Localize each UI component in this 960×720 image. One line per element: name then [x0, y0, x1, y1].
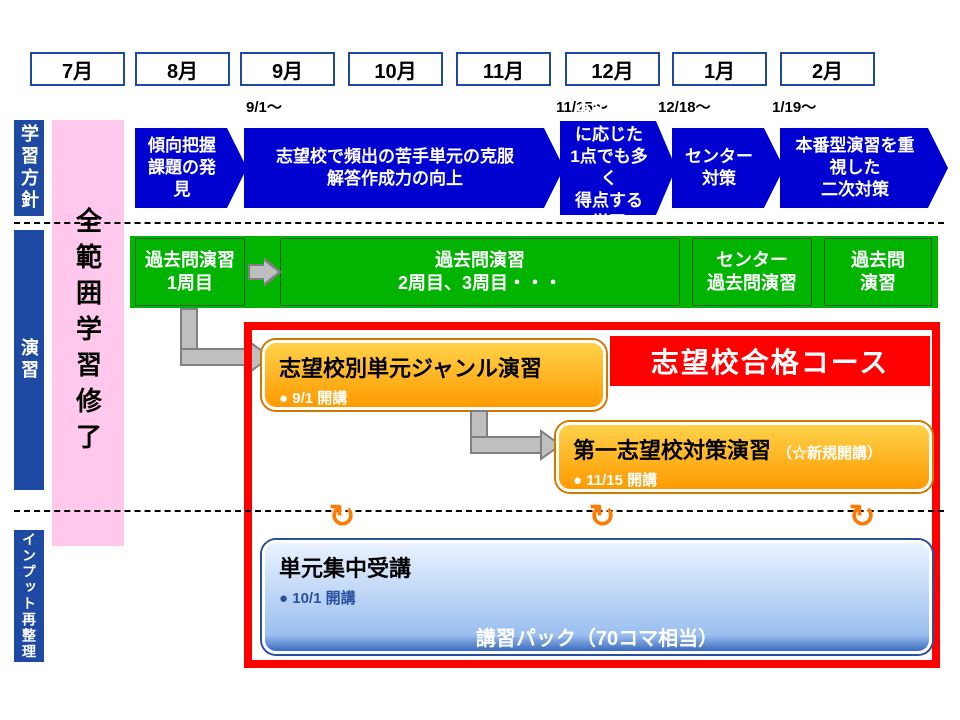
divider-1 — [14, 222, 944, 224]
month-label: 11月 — [456, 52, 551, 86]
sync-arrow-1: ↻ — [320, 496, 364, 536]
sync-arrow-2: ↻ — [580, 496, 624, 536]
blue-bar: 講習パック（70コマ相当） — [279, 622, 915, 651]
red-course-title: 志望校合格コース — [610, 336, 930, 386]
month-label: 12月 — [565, 52, 660, 86]
green-practice-box: センター過去問演習 — [692, 238, 812, 306]
policy-arrow: 本番型演習を重視した二次対策 — [780, 128, 928, 208]
month-label: 1月 — [672, 52, 767, 86]
orange2-title: 第一志望校対策演習 — [573, 433, 771, 465]
green-practice-box: 過去問演習 — [824, 238, 932, 306]
month-label: 2月 — [780, 52, 875, 86]
policy-arrow-head — [928, 128, 948, 208]
policy-arrow: 分析結果に応じた1点でも多く得点する学習 — [560, 121, 656, 215]
green-practice-box: 過去問演習1周目 — [135, 238, 245, 306]
blue-sub: 10/1 開講 — [279, 587, 915, 608]
side-label-practice: 演習 — [14, 230, 44, 490]
orange-box-1: 志望校別単元ジャンル演習 9/1 開講 — [262, 340, 606, 410]
sync-arrow-3: ↻ — [840, 496, 884, 536]
orange2-note: （☆新規開講） — [777, 442, 882, 463]
policy-arrow: 傾向把握課題の発見 — [135, 128, 227, 208]
divider-2 — [14, 510, 944, 512]
policy-arrow: 志望校で頻出の苦手単元の克服解答作成力の向上 — [244, 128, 544, 208]
month-label: 7月 — [30, 52, 125, 86]
orange-box-2: 第一志望校対策演習 （☆新規開講） 11/15 開講 — [556, 422, 932, 492]
pink-complete-column: 全範囲学習修了 — [52, 120, 124, 546]
date-label: 1/19～ — [772, 96, 816, 117]
blue-title: 単元集中受講 — [279, 551, 915, 583]
green-practice-box: 過去問演習2周目、3周目・・・ — [280, 238, 680, 306]
orange1-sub: 9/1 開講 — [279, 387, 589, 408]
month-label: 8月 — [135, 52, 230, 86]
policy-arrow: センター対策 — [672, 128, 764, 208]
side-label-input: インプット再整理 — [14, 530, 44, 662]
schedule-diagram: 7月8月9月10月11月12月1月2月 9/1～11/15～12/18～1/19… — [0, 0, 960, 720]
date-label: 9/1～ — [246, 96, 282, 117]
orange1-title: 志望校別単元ジャンル演習 — [279, 351, 589, 383]
month-label: 10月 — [348, 52, 443, 86]
date-label: 12/18～ — [658, 96, 711, 117]
side-label-policy: 学習方針 — [14, 120, 44, 216]
month-label: 9月 — [240, 52, 335, 86]
orange2-sub: 11/15 開講 — [573, 469, 915, 490]
blue-box: 単元集中受講 10/1 開講 講習パック（70コマ相当） — [262, 540, 932, 654]
short-grey-arrow — [248, 258, 282, 286]
